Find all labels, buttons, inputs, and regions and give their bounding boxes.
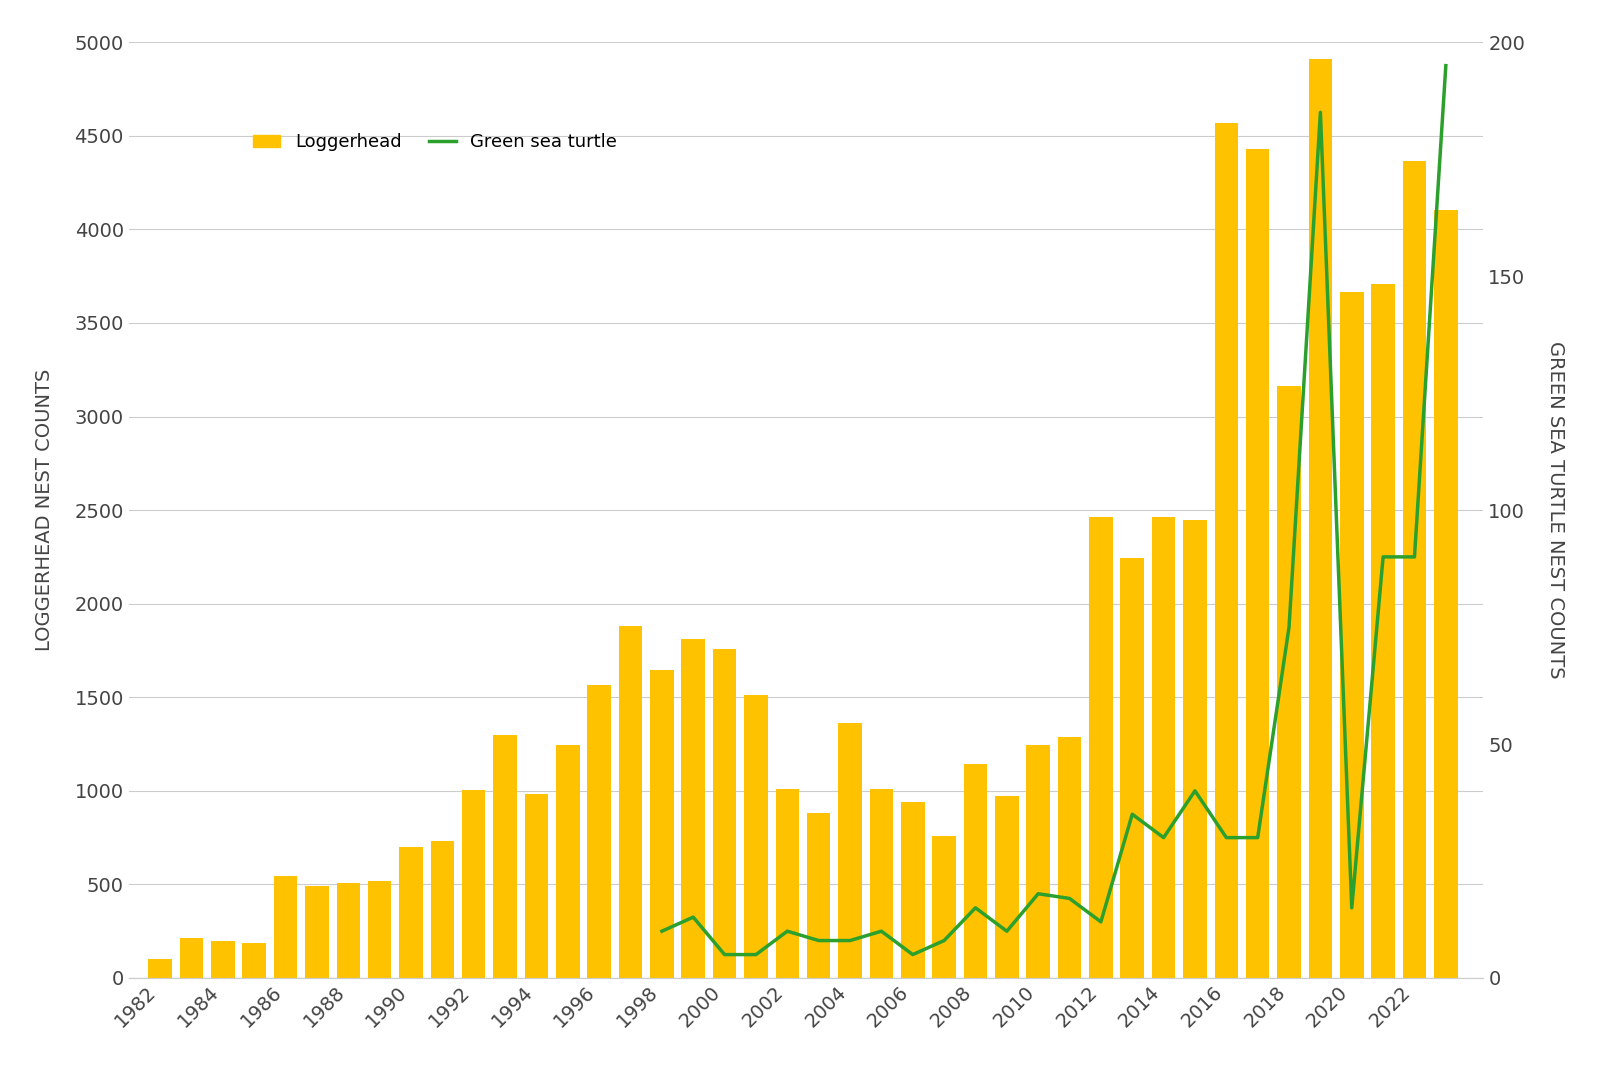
Bar	[1058, 738, 1082, 978]
Bar	[901, 802, 925, 978]
Bar	[336, 883, 360, 978]
Bar	[1152, 517, 1176, 978]
Bar	[744, 695, 768, 978]
Bar	[306, 886, 328, 978]
Bar	[933, 836, 955, 978]
Bar	[776, 789, 798, 978]
Bar	[619, 626, 642, 978]
Bar	[806, 813, 830, 978]
Bar	[493, 734, 517, 978]
Bar	[1339, 292, 1363, 978]
Bar	[1090, 517, 1112, 978]
Bar	[587, 685, 611, 978]
Bar	[995, 795, 1019, 978]
Bar	[211, 940, 235, 978]
Bar	[1309, 59, 1333, 978]
Bar	[1184, 520, 1206, 978]
Bar	[1434, 210, 1458, 978]
Bar	[557, 745, 579, 978]
Bar	[963, 763, 987, 978]
Legend: Loggerhead, Green sea turtle: Loggerhead, Green sea turtle	[246, 126, 624, 159]
Y-axis label: GREEN SEA TURTLE NEST COUNTS: GREEN SEA TURTLE NEST COUNTS	[1546, 341, 1565, 679]
Bar	[1027, 745, 1050, 978]
Bar	[870, 789, 893, 978]
Bar	[650, 671, 674, 978]
Bar	[243, 943, 266, 978]
Bar	[462, 790, 485, 978]
Bar	[714, 648, 736, 978]
Bar	[838, 723, 862, 978]
Bar	[1277, 386, 1301, 978]
Y-axis label: LOGGERHEAD NEST COUNTS: LOGGERHEAD NEST COUNTS	[35, 369, 54, 651]
Bar	[682, 640, 706, 978]
Bar	[430, 841, 454, 978]
Bar	[179, 938, 203, 978]
Bar	[149, 959, 171, 978]
Bar	[1214, 123, 1238, 978]
Bar	[274, 876, 298, 978]
Bar	[400, 847, 422, 978]
Bar	[525, 793, 549, 978]
Bar	[1120, 558, 1144, 978]
Bar	[1246, 149, 1269, 978]
Bar	[1371, 284, 1395, 978]
Bar	[1403, 161, 1426, 978]
Bar	[368, 881, 392, 978]
